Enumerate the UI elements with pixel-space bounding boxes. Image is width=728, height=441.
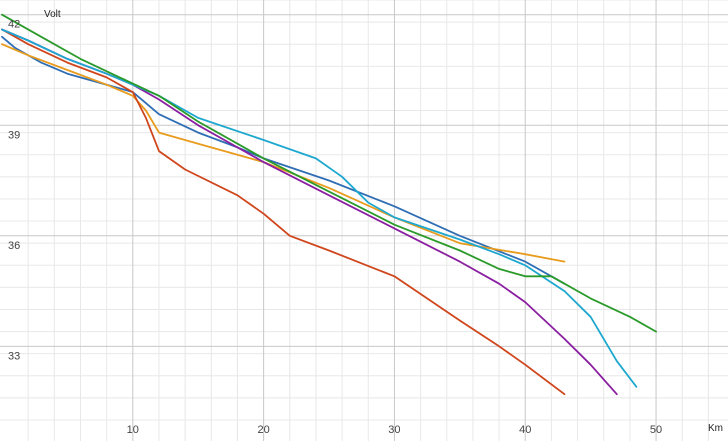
series-line-1 (1, 35, 566, 285)
y-axis-title: Volt (44, 9, 61, 20)
y-tick-label: 39 (8, 129, 20, 141)
y-tick-label: 33 (8, 350, 20, 362)
x-tick-label: 30 (388, 424, 400, 436)
x-tick-label: 20 (257, 424, 269, 436)
series-line-2 (1, 43, 566, 263)
x-tick-label: 10 (127, 424, 139, 436)
series-line-3 (1, 28, 566, 396)
x-tick-label: 40 (519, 424, 531, 436)
y-tick-label: 36 (8, 240, 20, 252)
x-axis-title: Km (708, 423, 723, 434)
series-line-5 (1, 28, 638, 388)
x-tick-label: 50 (650, 424, 662, 436)
y-tick-label: 42 (8, 19, 20, 31)
series-line-6 (1, 13, 657, 333)
series-line-4 (1, 28, 618, 396)
